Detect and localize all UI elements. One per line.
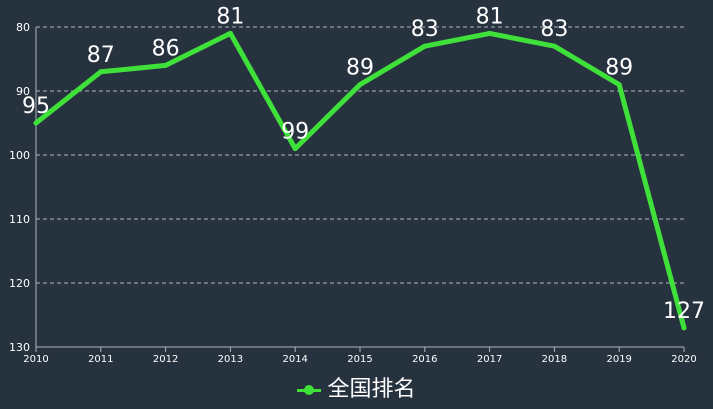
legend-label: 全国排名 <box>327 377 416 402</box>
y-tick-label: 100 <box>9 149 30 162</box>
gridlines <box>36 26 684 284</box>
y-tick-label: 110 <box>9 213 30 226</box>
y-tick-label: 130 <box>9 341 30 354</box>
x-tick-label: 2011 <box>88 354 113 365</box>
y-tick-label: 80 <box>16 21 30 34</box>
data-point <box>33 120 39 126</box>
data-point <box>551 43 557 49</box>
x-tick-label: 2014 <box>282 354 307 365</box>
x-tick-label: 2018 <box>542 354 567 365</box>
y-tick-label: 120 <box>9 277 30 290</box>
data-point <box>357 82 363 88</box>
x-tick-label: 2016 <box>412 354 437 365</box>
data-label: 87 <box>87 43 115 68</box>
x-tick-label: 2012 <box>153 354 178 365</box>
line-dot-icon <box>297 383 322 397</box>
data-point <box>227 30 233 36</box>
data-label: 86 <box>152 36 180 61</box>
data-label: 127 <box>663 299 705 324</box>
data-point <box>292 146 298 152</box>
x-tick-label: 2019 <box>606 354 631 365</box>
x-tick-label: 2015 <box>347 354 372 365</box>
legend[interactable]: 全国排名 <box>0 374 713 406</box>
x-tick-label: 2010 <box>23 354 48 365</box>
data-label: 83 <box>540 17 568 42</box>
data-labels: 95 87 86 81 99 89 83 81 83 89 127 <box>22 4 705 323</box>
data-label: 89 <box>346 56 374 81</box>
data-label: 89 <box>605 56 633 81</box>
x-tick-label: 2013 <box>218 354 243 365</box>
series-layer <box>33 30 687 331</box>
data-point <box>98 69 104 75</box>
data-point <box>422 43 428 49</box>
data-point <box>681 325 687 331</box>
x-tick-label: 2017 <box>477 354 502 365</box>
data-label: 81 <box>216 4 244 29</box>
y-tick-label: 90 <box>16 85 30 98</box>
data-point <box>163 62 169 68</box>
data-point <box>487 30 493 36</box>
x-tick-label: 2020 <box>671 354 696 365</box>
data-label: 99 <box>281 120 309 145</box>
data-label: 95 <box>22 94 50 119</box>
data-label: 83 <box>411 17 439 42</box>
data-point <box>616 82 622 88</box>
data-label: 81 <box>476 4 504 29</box>
